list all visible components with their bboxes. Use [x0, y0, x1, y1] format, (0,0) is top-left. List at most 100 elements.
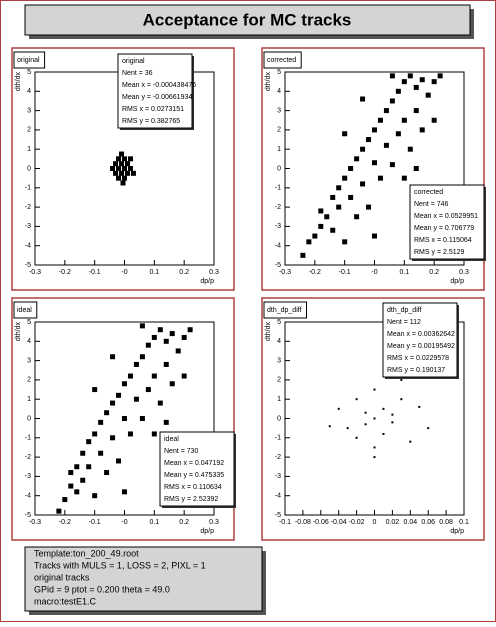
box [419, 127, 425, 133]
box [120, 180, 126, 186]
y-tick-label: 3 [277, 107, 281, 114]
box [116, 166, 122, 171]
stats-line: Nent = 112 [387, 319, 421, 326]
y-tick-label: 2 [277, 377, 281, 384]
y-axis-label: dth/dx [15, 72, 22, 92]
box [413, 108, 419, 114]
x-tick-label: 0.2 [429, 269, 439, 276]
box [113, 170, 119, 176]
box [354, 214, 360, 220]
x-tick-label: -0.1 [89, 269, 101, 276]
box [401, 79, 407, 85]
y-tick-label: 1 [27, 396, 31, 403]
y-tick-label: -4 [25, 243, 31, 250]
box [366, 204, 372, 210]
box [383, 108, 389, 114]
box [127, 373, 133, 379]
box [104, 470, 110, 476]
box [366, 137, 372, 143]
x-tick-label: -0.02 [349, 519, 365, 526]
x-tick-label: 0.2 [179, 519, 189, 526]
box [418, 405, 421, 408]
box [427, 427, 430, 430]
box [328, 425, 331, 428]
box [377, 117, 383, 123]
box [401, 117, 407, 123]
y-tick-label: 5 [27, 69, 31, 76]
y-tick-label: -1 [25, 435, 31, 442]
x-tick-label: 0.04 [403, 519, 417, 526]
box [336, 204, 342, 210]
box [355, 436, 358, 439]
box [122, 416, 127, 421]
box [400, 398, 403, 401]
stats-line: Mean x = -0.000438476 [122, 82, 196, 89]
stats-line: RMS y = 0.190137 [387, 367, 445, 374]
y-tick-label: -2 [25, 454, 31, 461]
box [355, 398, 358, 401]
box [119, 170, 125, 176]
x-axis-label: dp/p [200, 278, 214, 285]
pad-title: corrected [267, 57, 296, 64]
box [110, 354, 116, 360]
stats-name: corrected [414, 189, 443, 196]
x-tick-label: -0.2 [59, 519, 71, 526]
box [342, 239, 348, 245]
y-tick-label: -4 [275, 243, 281, 250]
box [382, 432, 385, 435]
box [431, 117, 437, 123]
box [413, 166, 419, 171]
box [354, 156, 360, 162]
info-box [24, 546, 263, 612]
x-axis-label: dp/p [450, 528, 464, 535]
box [127, 166, 133, 171]
y-tick-label: -3 [25, 473, 31, 480]
box [346, 427, 349, 430]
pad-title: dth_dp_diff [267, 307, 302, 314]
x-tick-label: -0.1 [279, 519, 291, 526]
box [127, 156, 133, 162]
stats-box [117, 53, 193, 129]
box [400, 378, 403, 381]
pad-title: original [17, 57, 40, 64]
stats-name: original [122, 58, 145, 65]
y-axis-label: dth/dx [265, 72, 272, 92]
box [373, 417, 376, 420]
box [163, 419, 169, 425]
x-tick-label: 0.1 [459, 519, 469, 526]
pad-title: ideal [17, 307, 32, 314]
stats-name: ideal [164, 436, 179, 443]
box [92, 493, 98, 499]
box [306, 239, 312, 245]
y-tick-label: -4 [25, 493, 31, 500]
box [360, 146, 366, 152]
y-tick-label: 0 [27, 165, 31, 172]
y-tick-label: -3 [25, 223, 31, 230]
y-tick-label: 3 [27, 107, 31, 114]
page-title: Acceptance for MC tracks [143, 10, 352, 29]
info-line: Template:ton_200_49.root [34, 548, 139, 558]
box [175, 348, 181, 354]
box [330, 194, 336, 200]
box [104, 410, 110, 416]
box [372, 233, 377, 239]
x-tick-label: -0.2 [309, 269, 321, 276]
box [119, 161, 125, 167]
box [151, 334, 157, 340]
y-tick-label: -2 [275, 204, 281, 211]
box [110, 166, 116, 171]
stats-line: Mean x = 0.00362642 [387, 331, 455, 338]
y-tick-label: 2 [27, 127, 31, 134]
box [56, 508, 62, 514]
box [98, 450, 104, 456]
y-tick-label: -5 [25, 512, 31, 519]
stats-box [409, 184, 485, 260]
x-tick-label: 0 [373, 519, 377, 526]
box [116, 458, 122, 464]
stats-line: RMS x = 0.115064 [414, 237, 472, 244]
y-axis-label: dth/dx [265, 322, 272, 342]
x-tick-label: -0.2 [59, 269, 71, 276]
stats-line: Mean x = 0.047192 [164, 460, 224, 467]
y-tick-label: 1 [27, 146, 31, 153]
